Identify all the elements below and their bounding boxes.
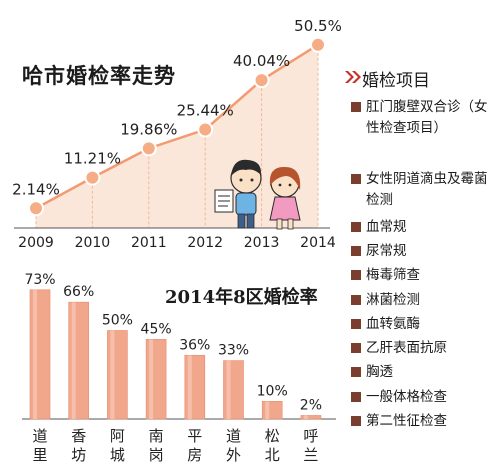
square-bullet-icon — [351, 295, 361, 305]
list-item: 血转氨酶 — [351, 314, 496, 335]
x-tick-2011: 2011 — [131, 235, 167, 251]
square-bullet-icon — [351, 367, 361, 377]
bar-label-呼兰: 2% — [300, 397, 322, 413]
list-item: 梅毒筛查 — [351, 265, 496, 286]
bar-category-char: 道 — [32, 427, 47, 445]
bar-highlight — [71, 302, 76, 419]
double-chevron-right-icon — [345, 71, 361, 83]
bar-category-char: 平 — [187, 427, 202, 445]
x-tick-2012: 2012 — [187, 235, 223, 251]
data-point-2009 — [28, 200, 44, 217]
list-item: 女性阴道滴虫及霉菌检测 — [351, 169, 496, 211]
bar-category-char: 里 — [32, 446, 47, 464]
data-point-2012 — [197, 121, 214, 138]
bar-highlight — [226, 360, 231, 419]
bar-category-char: 城 — [110, 446, 125, 464]
data-point-2010 — [84, 169, 101, 186]
bar-category-char: 香 — [71, 427, 86, 445]
x-tick-2009: 2009 — [18, 235, 54, 251]
list-item: 一般体格检查 — [351, 387, 496, 408]
bar-category-char: 岗 — [149, 446, 164, 464]
square-bullet-icon — [351, 174, 361, 184]
list-item: 淋菌检测 — [351, 290, 496, 311]
bar-category-char: 松 — [265, 427, 280, 445]
data-label-2012: 25.44% — [177, 102, 234, 120]
bar-category-char: 北 — [265, 446, 280, 464]
bar-category-char: 房 — [187, 446, 202, 464]
square-bullet-icon — [351, 102, 361, 112]
bar-category-char: 南 — [149, 427, 164, 445]
list-item: 胸透 — [351, 362, 496, 383]
bar-label-平房: 36% — [179, 337, 210, 353]
x-tick-2014: 2014 — [300, 235, 336, 251]
bar-呼兰 — [300, 415, 322, 420]
bar-highlight — [187, 355, 192, 419]
list-item: 肛门腹壁双合诊（女性检查项目） — [351, 97, 496, 139]
square-bullet-icon — [351, 270, 361, 280]
bar-highlight — [149, 339, 154, 419]
bar-highlight — [265, 401, 270, 419]
bar-label-松北: 10% — [257, 383, 288, 399]
bar-category-char: 道 — [226, 427, 241, 445]
list-item: 第二性征检查 — [351, 411, 496, 432]
list-item: 血常规 — [351, 217, 496, 238]
data-label-2013: 40.04% — [233, 52, 290, 70]
trend-line — [35, 43, 319, 210]
bar-highlight — [110, 330, 115, 419]
bar-label-阿城: 50% — [102, 313, 133, 329]
data-point-2011 — [140, 140, 157, 157]
square-bullet-icon — [351, 319, 361, 329]
line-chart-title: 哈市婚检率走势 — [22, 63, 176, 88]
bar-category-char: 呼 — [303, 427, 318, 445]
bar-category-char: 兰 — [303, 446, 318, 464]
list-item: 乙肝表面抗原 — [351, 338, 496, 359]
couple-illustration — [214, 159, 301, 230]
bar-label-道里: 73% — [24, 272, 55, 288]
square-bullet-icon — [351, 392, 361, 402]
bar-label-道外: 33% — [218, 343, 249, 359]
square-bullet-icon — [351, 416, 361, 426]
square-bullet-icon — [351, 246, 361, 256]
bar-category-char: 阿 — [110, 427, 125, 445]
bar-category-char: 外 — [226, 446, 241, 464]
square-bullet-icon — [351, 222, 361, 232]
data-point-2013 — [253, 72, 270, 89]
bar-chart-title: 2014年8区婚检率 — [165, 287, 318, 308]
x-tick-2013: 2013 — [244, 235, 280, 251]
data-point-2014 — [310, 36, 326, 53]
data-label-2011: 19.86% — [120, 120, 177, 138]
list-item: 尿常规 — [351, 241, 496, 262]
bar-highlight — [33, 289, 37, 419]
x-tick-2010: 2010 — [75, 235, 111, 251]
data-label-2014: 50.5% — [294, 17, 342, 35]
items-heading: 婚检项目 — [362, 71, 430, 91]
bar-category-char: 坊 — [71, 446, 86, 464]
bar-label-香坊: 66% — [63, 284, 94, 300]
bar-highlight — [303, 415, 308, 419]
data-label-2009: 2.14% — [12, 180, 60, 198]
data-label-2010: 11.21% — [64, 150, 121, 168]
bar-label-南岗: 45% — [141, 321, 172, 337]
square-bullet-icon — [351, 343, 361, 353]
